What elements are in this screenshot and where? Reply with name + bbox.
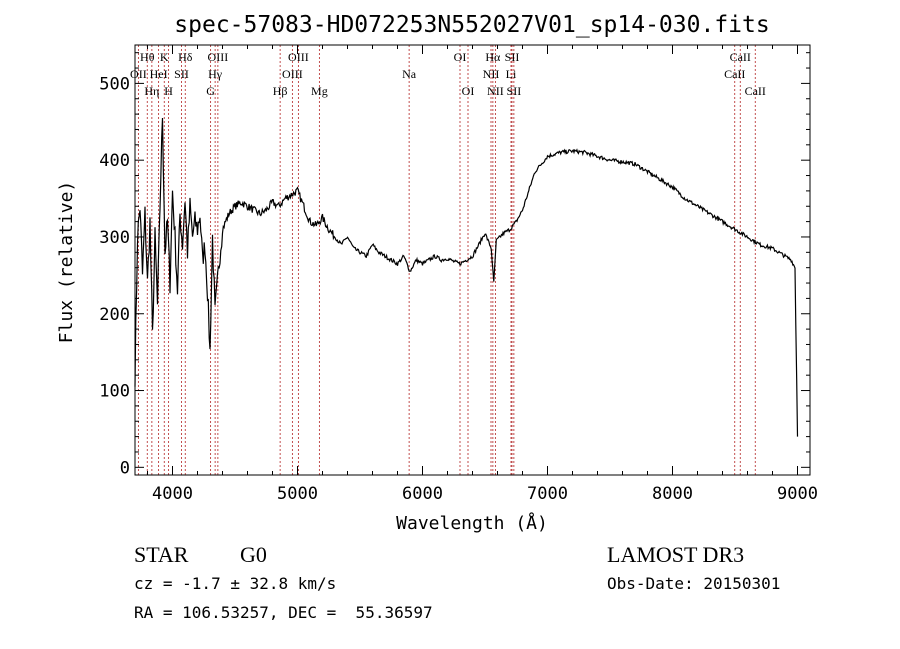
x-tick-label: 8000 <box>652 484 693 504</box>
x-tick-label: 7000 <box>527 484 568 504</box>
x-axis-label: Wavelength (Å) <box>396 512 548 534</box>
spectral-subclass: G0 <box>240 542 267 567</box>
survey-name: LAMOST DR3 <box>607 542 744 567</box>
line-marker-label: G <box>206 84 215 98</box>
x-tick-label: 4000 <box>152 484 193 504</box>
y-axis-ticks: 0 100 200 300 400 500 <box>99 52 810 478</box>
y-axis-label: Flux (relative) <box>56 181 77 344</box>
line-marker-label: NII <box>487 84 504 98</box>
y-tick-label: 100 <box>99 382 130 402</box>
line-marker-label: OIII <box>288 50 309 64</box>
line-marker-label: Li <box>506 67 517 81</box>
line-marker-label: OIII <box>282 67 303 81</box>
plot-frame <box>134 44 811 476</box>
line-marker-label: Hδ <box>178 50 193 64</box>
y-tick-label: 200 <box>99 305 130 325</box>
y-tick-label: 500 <box>99 74 130 94</box>
y-tick-label: 400 <box>99 151 130 171</box>
line-marker-label: Hγ <box>208 67 223 81</box>
line-marker-label: OI <box>454 50 467 64</box>
x-tick-label: 6000 <box>402 484 443 504</box>
line-marker-label: OIII <box>208 50 229 64</box>
redshift-cz: cz = -1.7 ± 32.8 km/s <box>134 574 336 593</box>
line-marker-label: CaII <box>730 50 751 64</box>
line-marker-label: CaII <box>724 67 745 81</box>
line-marker-label: NII <box>483 67 500 81</box>
line-marker-label: HeI <box>150 67 168 81</box>
x-axis-ticks: 4000 5000 6000 7000 8000 9000 <box>147 45 818 504</box>
line-marker-label: Mg <box>311 84 328 98</box>
line-marker-label: Hη <box>144 84 159 98</box>
line-marker-label: Hβ <box>273 84 288 98</box>
x-tick-label: 5000 <box>277 484 318 504</box>
object-class: STAR <box>134 542 189 567</box>
line-marker-label: K <box>160 50 169 64</box>
line-marker-label: SII <box>505 50 520 64</box>
x-tick-label: 9000 <box>777 484 818 504</box>
spectrum-line <box>134 117 799 437</box>
line-marker-label: OI <box>462 84 475 98</box>
y-tick-label: 0 <box>120 458 130 478</box>
obs-date: Obs-Date: 20150301 <box>607 574 780 593</box>
line-marker-label: SII <box>174 67 189 81</box>
chart-title: spec-57083-HD072253N552027V01_sp14-030.f… <box>174 12 769 38</box>
line-marker-label: Hα <box>485 50 501 64</box>
line-marker-label: Na <box>402 67 417 81</box>
line-marker-label: Hθ <box>140 50 155 64</box>
line-marker-label: OII <box>130 67 147 81</box>
y-tick-label: 300 <box>99 228 130 248</box>
line-marker-label: SII <box>507 84 522 98</box>
line-marker-label: H <box>164 84 173 98</box>
coordinates: RA = 106.53257, DEC = 55.36597 <box>134 603 433 622</box>
line-marker-label: CaII <box>745 84 766 98</box>
